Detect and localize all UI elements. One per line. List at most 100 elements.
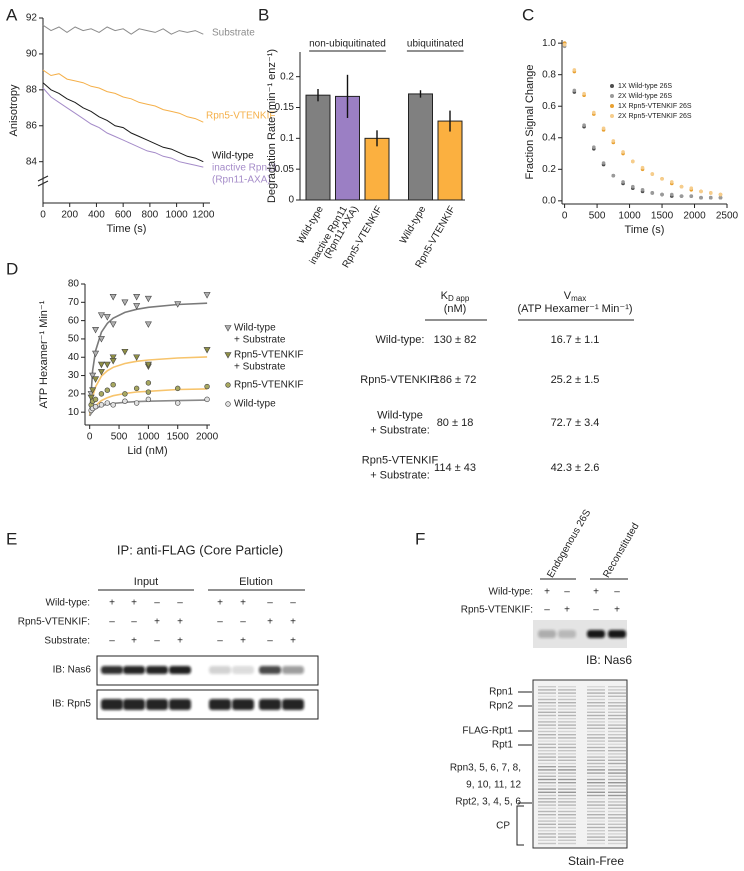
legend-label: 1X Rpn5-VTENKIF 26S — [618, 103, 692, 110]
gel-band — [538, 814, 556, 816]
point — [92, 396, 99, 403]
gel-band — [587, 711, 605, 713]
y-tick-label: 1.0 — [542, 38, 556, 49]
x-tick-label: 500 — [111, 432, 128, 443]
gel-band — [587, 785, 605, 787]
bar — [305, 94, 331, 201]
point — [689, 186, 694, 191]
gel-band — [608, 820, 626, 822]
gel-frame — [532, 679, 628, 849]
row-label: Wild-type: — [46, 598, 90, 609]
table-header: KD app — [441, 290, 470, 303]
gel-band — [538, 769, 556, 771]
gel-band — [558, 734, 576, 736]
gel-band — [608, 826, 626, 829]
y-tick-label: 0.1 — [280, 133, 294, 144]
band — [146, 666, 168, 674]
gel-band — [587, 791, 605, 793]
gel-band — [538, 794, 556, 797]
gel-band — [558, 698, 576, 701]
point — [145, 389, 152, 395]
gel-band — [538, 692, 556, 694]
gel-band — [558, 836, 576, 838]
point — [621, 180, 625, 184]
series-line — [42, 82, 204, 163]
gel-band — [608, 823, 626, 825]
gel-band — [608, 817, 626, 819]
gel-band — [587, 692, 605, 694]
row-label: Wild-type: — [489, 587, 533, 598]
y-tick-label: 0.15 — [275, 102, 295, 113]
gel-band — [538, 718, 556, 720]
gel-band — [558, 839, 576, 841]
point — [640, 188, 645, 192]
x-tick-label: 1500 — [651, 211, 674, 222]
gel-band — [538, 804, 556, 806]
point — [98, 391, 105, 397]
lane-sign: + — [109, 598, 115, 609]
point — [144, 321, 152, 328]
lane-sign: – — [217, 636, 223, 647]
gel-band — [608, 724, 626, 726]
point — [175, 400, 181, 406]
vmax-value: 72.7 ± 3.4 — [551, 417, 600, 429]
gel-band — [538, 753, 556, 755]
gel-band — [608, 711, 626, 713]
point — [97, 369, 105, 376]
lane-sign: – — [267, 598, 273, 609]
y-axis-label: ATP Hexamer⁻¹ Min⁻¹ — [38, 300, 50, 408]
band — [169, 699, 191, 710]
gel-band — [608, 814, 626, 816]
gel-band — [538, 756, 556, 758]
lane-sign: + — [154, 617, 160, 628]
x-tick-label: 2000 — [196, 432, 219, 443]
row-label: + Substrate: — [370, 424, 430, 436]
band — [209, 666, 231, 674]
point — [89, 372, 97, 380]
band-label: Rpt2, 3, 4, 5, 6 — [455, 797, 521, 808]
gel-band — [587, 814, 605, 816]
gel-band — [538, 730, 556, 733]
gel-band — [587, 772, 605, 774]
gel-band — [538, 743, 556, 745]
y-tick-label: 20 — [68, 389, 80, 400]
vmax-value: 25.2 ± 1.5 — [551, 374, 600, 386]
gel-band — [558, 686, 576, 688]
point — [97, 312, 105, 319]
panel-label: E — [6, 529, 17, 548]
gel-band — [558, 708, 576, 710]
point — [650, 172, 655, 176]
bar — [364, 137, 390, 201]
gel-band — [538, 750, 556, 752]
band — [538, 630, 556, 638]
kd-value: 114 ± 43 — [434, 462, 476, 474]
gel-band — [587, 759, 605, 761]
lane-sign: + — [177, 617, 183, 628]
gel-band — [608, 753, 626, 755]
gel-band — [587, 794, 605, 797]
series-label: Substrate — [212, 28, 255, 39]
gel-band — [558, 756, 576, 758]
point — [97, 361, 105, 369]
x-tick-label: 500 — [589, 211, 606, 222]
gel-band — [558, 769, 576, 771]
gel-band — [587, 702, 605, 704]
gel-band — [538, 695, 556, 697]
gel-band — [558, 762, 576, 765]
band — [209, 699, 231, 710]
panel-label: D — [6, 259, 18, 278]
gel-band — [608, 730, 626, 733]
gel-band — [608, 692, 626, 694]
legend-swatch — [225, 382, 231, 388]
gel-band — [538, 708, 556, 710]
gel-band — [608, 772, 626, 774]
gel-band — [608, 791, 626, 793]
legend-label: + Substrate — [234, 362, 286, 373]
point — [718, 195, 723, 200]
point — [679, 184, 684, 189]
gel-band — [538, 746, 556, 749]
y-tick-label: 86 — [26, 120, 38, 131]
lane-sign: – — [154, 636, 160, 647]
vmax-value: 16.7 ± 1.1 — [551, 334, 600, 346]
y-tick-label: 88 — [26, 84, 38, 95]
